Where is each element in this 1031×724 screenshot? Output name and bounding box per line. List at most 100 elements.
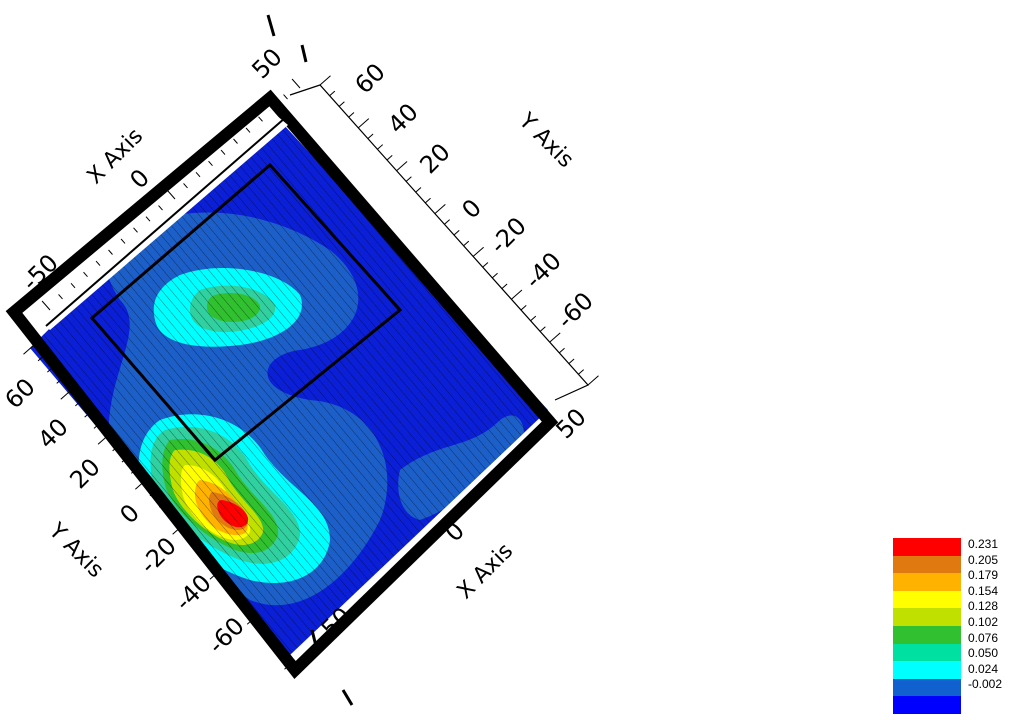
legend-label: 0.076 <box>968 630 999 645</box>
tick-mark <box>58 294 63 300</box>
legend-label: 0.179 <box>968 568 999 583</box>
tick-mark <box>233 138 238 144</box>
legend-swatch <box>893 643 961 662</box>
tick-mark <box>501 283 508 289</box>
legend-row <box>893 678 1031 697</box>
tick-mark <box>415 187 422 193</box>
tick-mark <box>158 502 165 508</box>
tick-mark <box>172 524 184 535</box>
tick-mark <box>482 262 489 268</box>
y-left-tick-label: -40 <box>169 569 217 617</box>
tick-mark <box>405 176 412 182</box>
tick-mark <box>135 479 147 490</box>
legend-label: 0.231 <box>968 537 999 551</box>
tick-mark <box>386 155 393 161</box>
tick-mark <box>424 197 431 204</box>
tick-mark <box>130 468 137 474</box>
tick-mark <box>121 457 128 463</box>
x-axis-title-bottom: X Axis <box>453 539 519 605</box>
y-left-tick-label: 60 <box>0 373 41 414</box>
tick-mark <box>168 513 175 519</box>
legend-label: 0.050 <box>968 646 999 661</box>
tick-mark <box>95 260 101 266</box>
tick-mark <box>348 112 355 118</box>
tick-mark <box>270 105 276 111</box>
tick-mark <box>434 203 446 214</box>
y-left-tick-label: 20 <box>64 453 105 494</box>
tick-mark <box>205 558 212 564</box>
tick-mark <box>578 369 585 375</box>
tick-mark <box>291 78 301 89</box>
tick-mark <box>183 183 188 189</box>
tick-mark <box>60 389 72 400</box>
legend-label: 0.205 <box>968 552 999 567</box>
legend-swatch <box>893 678 961 697</box>
y-right-tick-label: 40 <box>382 98 423 139</box>
y-right-tick-label: 20 <box>414 138 455 179</box>
legend-label: 0.128 <box>968 599 999 614</box>
tick-mark <box>41 300 51 311</box>
x-tick-label: 50 <box>550 403 591 444</box>
y-axis-ticks-left <box>23 344 296 670</box>
tick-mark <box>83 271 88 278</box>
x-tick-label: -50 <box>16 249 64 297</box>
tick-mark <box>520 305 527 311</box>
tick-mark <box>133 227 138 233</box>
y-axis-ticks-right <box>319 75 599 386</box>
legend-swatch <box>893 661 961 679</box>
tick-mark <box>549 332 561 343</box>
tick-mark <box>539 326 546 332</box>
tick-mark <box>329 90 336 97</box>
tick-mark <box>84 412 91 418</box>
tick-mark <box>511 289 523 300</box>
tick-mark <box>108 249 113 255</box>
legend-swatch <box>893 590 961 609</box>
y-left-tick-label: -20 <box>134 532 182 580</box>
tick-mark <box>284 659 296 670</box>
tick-mark <box>357 118 370 129</box>
legend-label: 0.154 <box>968 583 999 598</box>
tick-mark <box>208 160 213 167</box>
legend-row <box>893 555 1031 574</box>
y-right-tick-label: -40 <box>519 247 567 295</box>
tick-mark <box>233 592 240 598</box>
tick-mark <box>158 205 163 211</box>
tick-mark <box>558 347 565 354</box>
tick-mark <box>491 272 498 279</box>
tick-mark <box>224 580 231 587</box>
tick-mark <box>47 367 53 373</box>
legend-row <box>893 643 1031 662</box>
corner-marks <box>266 14 354 706</box>
tick-mark <box>93 423 100 429</box>
frame-top-band <box>30 110 288 330</box>
tick-mark <box>472 246 484 257</box>
tick-mark <box>70 282 76 289</box>
legend-row <box>893 661 1031 679</box>
y-axis-title-right: Y Axis <box>513 108 578 173</box>
y-left-tick-label: 40 <box>32 413 73 454</box>
frame-top-inner-edge <box>45 117 286 327</box>
legend-swatch <box>893 573 961 591</box>
tick-mark <box>246 614 259 625</box>
tick-mark <box>195 171 201 178</box>
legend-swatch <box>893 625 961 644</box>
y-axis-title-left: Y Axis <box>43 518 108 583</box>
tick-mark <box>338 101 345 107</box>
legend-row <box>893 608 1031 626</box>
tick-mark <box>209 569 221 580</box>
legend-swatch <box>893 538 961 556</box>
tick-mark <box>319 75 331 86</box>
legend-swatch <box>893 608 961 626</box>
legend-row <box>893 573 1031 591</box>
legend-label: -0.002 <box>968 677 1003 692</box>
tick-mark <box>75 400 81 407</box>
tick-mark <box>280 648 287 654</box>
tick-mark <box>261 625 268 632</box>
tick-mark <box>145 216 151 222</box>
tick-mark <box>377 144 384 150</box>
tick-mark <box>120 238 126 244</box>
legend-row <box>893 625 1031 644</box>
tick-mark <box>186 535 193 542</box>
tick-mark <box>112 445 119 452</box>
y-right-tick-label: -60 <box>551 287 599 335</box>
